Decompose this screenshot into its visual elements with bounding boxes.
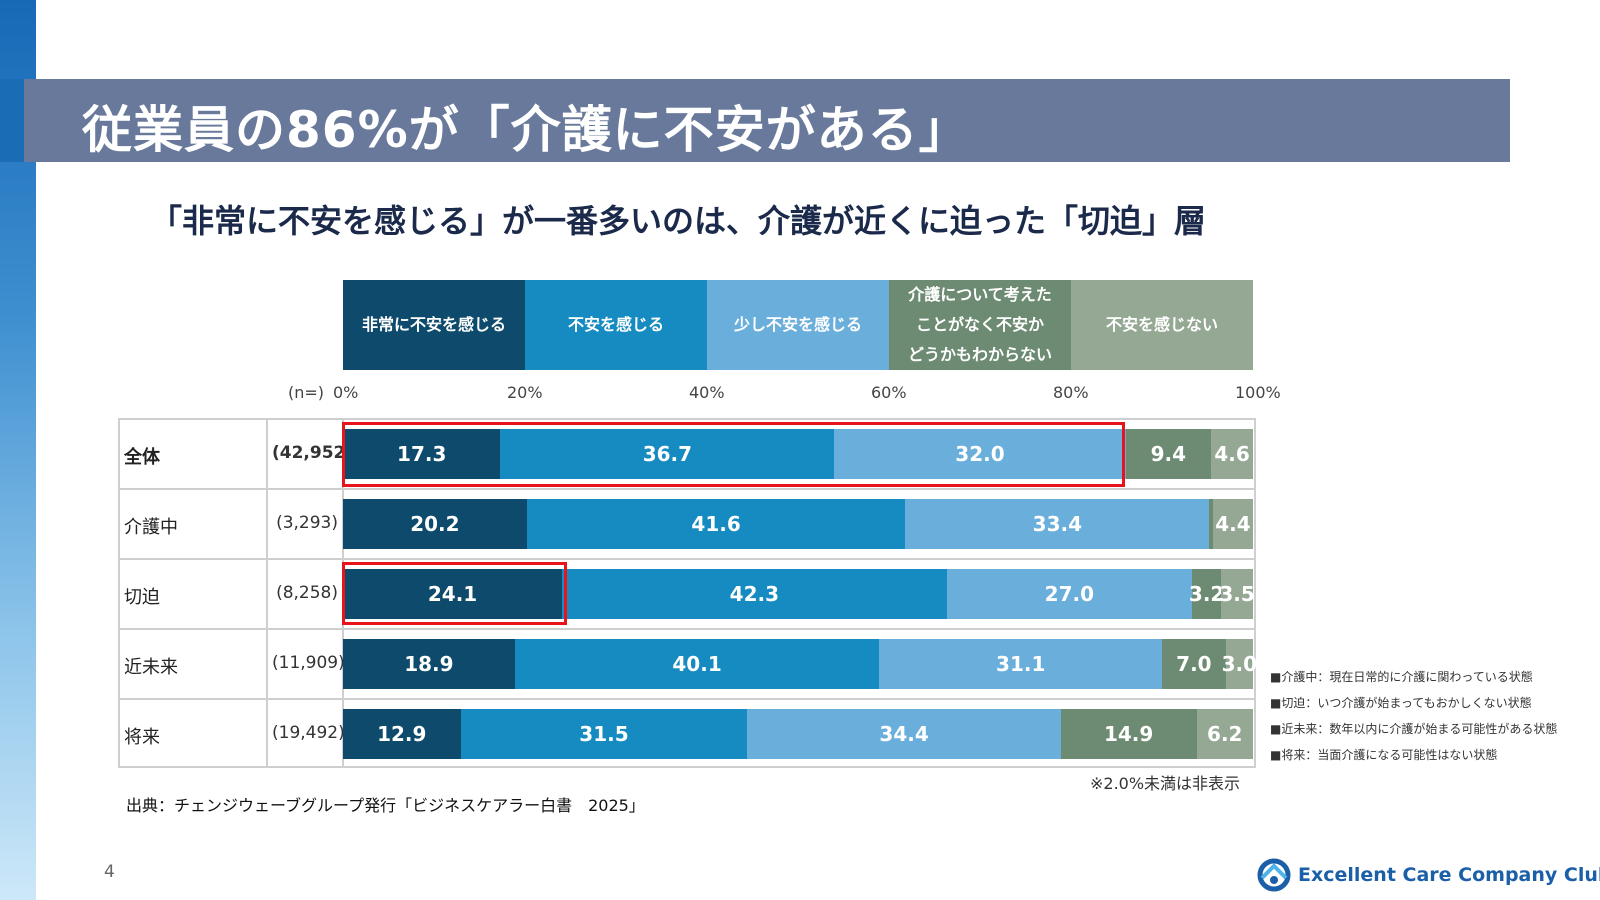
category-label: 切迫 [124,587,160,608]
x-tick-label: 40% [689,383,725,402]
table-divider [266,418,268,768]
n-axis-label: (n=) [288,383,325,402]
page-title: 従業員の86%が「介護に不安がある」 [82,101,970,159]
definition-item: ■切迫：いつ介護が始まってもおかしくない状態 [1270,696,1532,710]
data-label: 14.9 [1103,722,1154,746]
data-label: 4.6 [1214,442,1250,466]
bar-segment: 4.6 [1211,429,1253,479]
sample-size-label: (42,952) [272,443,354,463]
data-label: 31.1 [996,652,1046,676]
data-label: 20.2 [410,512,460,536]
company-logo: Excellent Care Company Club [1256,858,1600,892]
data-label: 4.4 [1215,512,1251,536]
title-accent [0,79,24,162]
logo-text: Excellent Care Company Club [1298,864,1600,886]
table-row-divider [118,488,1256,490]
x-tick-label: 100% [1235,383,1281,402]
definition-item: ■将来：当面介護になる可能性はない状態 [1270,748,1498,762]
sample-size-label: (8,258) [276,583,338,603]
bar-segment: 12.9 [343,709,461,759]
data-label: 33.4 [1032,512,1083,536]
data-label: 3.0 [1221,652,1258,676]
table-row-divider [118,558,1256,560]
bar-segment: 31.5 [460,709,748,759]
data-label: 24.1 [427,582,478,606]
bar-segment: 3.5 [1219,569,1255,619]
data-label: 36.7 [642,442,693,466]
sample-size-label: (11,909) [272,653,345,673]
data-label: 34.4 [879,722,929,746]
bar-segment: 18.9 [343,639,515,689]
category-label: 全体 [124,447,160,468]
chart-table-frame [118,418,1256,768]
legend-item: 少し不安を感じる [707,280,889,370]
bar-segment: 42.3 [562,569,947,619]
data-label: 42.3 [729,582,780,606]
bar-segment: 24.1 [343,569,563,619]
bar-segment: 31.1 [879,639,1163,689]
legend-item: 介護について考えた ことがなく不安か どうかもわからない [889,280,1071,370]
highlight-box-overall [342,422,1125,487]
bar-segment: 32.0 [834,429,1126,479]
bar-segment: 3.0 [1222,639,1257,689]
page-subtitle: 「非常に不安を感じる」が一番多いのは、介護が近くに迫った「切迫」層 [150,202,1207,240]
x-tick-label: 60% [871,383,907,402]
chart-legend: 非常に不安を感じる 不安を感じる 少し不安を感じる 介護について考えた ことがなく不安… [343,280,1253,370]
bar-segment: 6.2 [1196,709,1253,759]
bar-segment [1209,499,1213,549]
bar-segment: 40.1 [514,639,880,689]
bar-segment: 3.2 [1188,569,1225,619]
bar-segment: 36.7 [500,429,835,479]
highlight-box-imminent [342,562,567,625]
sample-size-label: (3,293) [276,513,338,533]
bar-segment: 7.0 [1162,639,1226,689]
data-label: 6.2 [1207,722,1243,746]
title-band [0,79,1510,162]
data-label: 3.5 [1219,582,1255,606]
bar-segment: 20.2 [343,499,527,549]
category-label: 将来 [124,727,160,748]
data-label: 32.0 [955,442,1005,466]
sample-size-label: (19,492) [272,723,345,743]
category-label: 介護中 [124,517,178,538]
x-tick-label: 20% [507,383,543,402]
legend-item: 非常に不安を感じる [343,280,525,370]
bar-segment: 14.9 [1060,709,1197,759]
bar-segment: 33.4 [905,499,1210,549]
bar-segment: 41.6 [526,499,906,549]
table-row-divider [118,698,1256,700]
source-citation: 出典：チェンジウェーブグループ発行「ビジネスケアラー白書 2025」 [126,796,645,815]
definition-item: ■近未来：数年以内に介護が始まる可能性がある状態 [1270,722,1558,736]
table-row-divider [118,628,1256,630]
bar-segment: 27.0 [946,569,1193,619]
logo-mark-icon [1257,858,1291,892]
bar-segment: 17.3 [343,429,501,479]
x-tick-label: 80% [1053,383,1089,402]
data-label: 18.9 [404,652,454,676]
data-label: 17.3 [397,442,447,466]
bar-segment: 4.4 [1212,499,1253,549]
data-label: 12.9 [377,722,427,746]
data-label: 31.5 [579,722,629,746]
data-label: 40.1 [672,652,722,676]
data-label: 27.0 [1044,582,1095,606]
bar-segment: 34.4 [747,709,1061,759]
bar-segment: 9.4 [1125,429,1212,479]
data-label: 7.0 [1176,652,1212,676]
chart-note: ※2.0%未満は非表示 [1090,774,1241,793]
legend-item: 不安を感じる [525,280,707,370]
data-label: 41.6 [691,512,741,536]
legend-item: 不安を感じない [1071,280,1253,370]
data-label: 9.4 [1150,442,1187,466]
definition-item: ■介護中：現在日常的に介護に関わっている状態 [1270,670,1533,684]
category-label: 近未来 [124,657,178,678]
definitions-list: ■介護中：現在日常的に介護に関わっている状態 ■切迫：いつ介護が始まってもおかし… [1270,664,1588,768]
data-label: 3.2 [1188,582,1225,606]
page-number: 4 [104,862,115,882]
x-tick-label: 0% [333,383,359,402]
